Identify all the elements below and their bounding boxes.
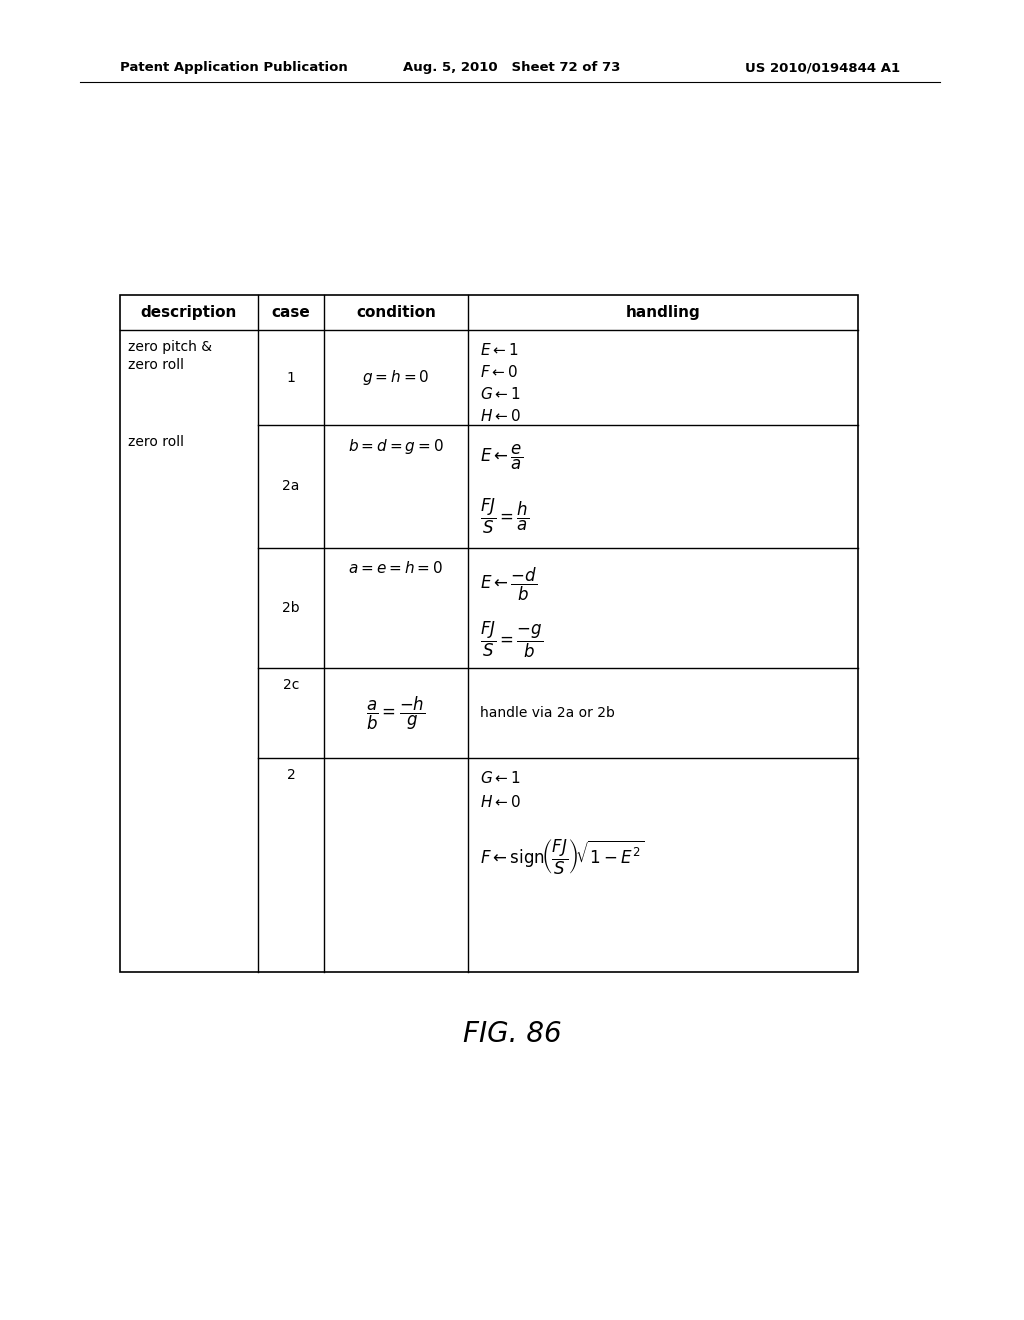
Text: Patent Application Publication: Patent Application Publication bbox=[120, 62, 348, 74]
Bar bbox=[120, 294, 858, 972]
Text: $F \leftarrow \mathrm{sign}\!\left(\dfrac{FJ}{S}\right)\!\sqrt{1 - E^2}$: $F \leftarrow \mathrm{sign}\!\left(\dfra… bbox=[480, 838, 644, 878]
Text: $E \leftarrow 1$: $E \leftarrow 1$ bbox=[480, 342, 518, 358]
Text: $G \leftarrow 1$: $G \leftarrow 1$ bbox=[480, 770, 521, 785]
Text: zero roll: zero roll bbox=[128, 358, 184, 372]
Text: $a = e = h = 0$: $a = e = h = 0$ bbox=[348, 560, 443, 576]
Text: handling: handling bbox=[626, 305, 700, 319]
Text: $\dfrac{a}{b} = \dfrac{-h}{g}$: $\dfrac{a}{b} = \dfrac{-h}{g}$ bbox=[367, 694, 426, 731]
Text: $E \leftarrow \dfrac{-d}{b}$: $E \leftarrow \dfrac{-d}{b}$ bbox=[480, 566, 538, 603]
Text: $E \leftarrow \dfrac{e}{a}$: $E \leftarrow \dfrac{e}{a}$ bbox=[480, 444, 523, 473]
Text: $H \leftarrow 0$: $H \leftarrow 0$ bbox=[480, 408, 521, 424]
Text: US 2010/0194844 A1: US 2010/0194844 A1 bbox=[744, 62, 900, 74]
Text: $\dfrac{FJ}{S} = \dfrac{h}{a}$: $\dfrac{FJ}{S} = \dfrac{h}{a}$ bbox=[480, 498, 529, 536]
Text: 2b: 2b bbox=[283, 601, 300, 615]
Text: zero pitch &: zero pitch & bbox=[128, 341, 212, 354]
Text: 2a: 2a bbox=[283, 479, 300, 494]
Text: case: case bbox=[271, 305, 310, 319]
Text: Aug. 5, 2010   Sheet 72 of 73: Aug. 5, 2010 Sheet 72 of 73 bbox=[403, 62, 621, 74]
Text: 2c: 2c bbox=[283, 678, 299, 692]
Text: $b = d = g = 0$: $b = d = g = 0$ bbox=[348, 437, 444, 455]
Text: zero roll: zero roll bbox=[128, 436, 184, 449]
Text: $\dfrac{FJ}{S} = \dfrac{-g}{b}$: $\dfrac{FJ}{S} = \dfrac{-g}{b}$ bbox=[480, 620, 544, 660]
Text: $H \leftarrow 0$: $H \leftarrow 0$ bbox=[480, 795, 521, 810]
Text: description: description bbox=[141, 305, 238, 319]
Text: FIG. 86: FIG. 86 bbox=[463, 1020, 561, 1048]
Text: condition: condition bbox=[356, 305, 436, 319]
Text: $G \leftarrow 1$: $G \leftarrow 1$ bbox=[480, 385, 521, 403]
Text: handle via 2a or 2b: handle via 2a or 2b bbox=[480, 706, 614, 719]
Text: 1: 1 bbox=[287, 371, 296, 384]
Text: 2: 2 bbox=[287, 768, 295, 781]
Text: $F \leftarrow 0$: $F \leftarrow 0$ bbox=[480, 364, 518, 380]
Text: $g = h = 0$: $g = h = 0$ bbox=[362, 368, 430, 387]
